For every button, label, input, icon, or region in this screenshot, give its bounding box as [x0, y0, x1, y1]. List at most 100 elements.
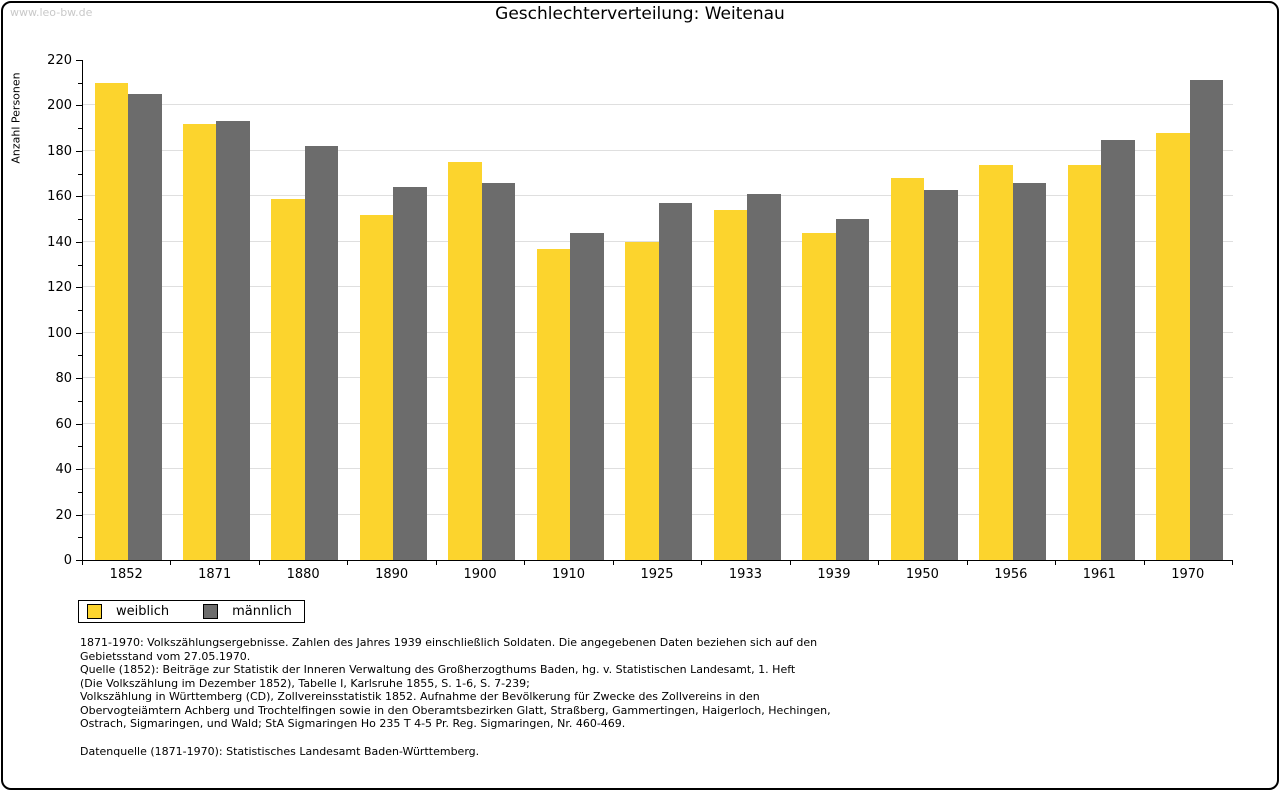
y-tick	[76, 60, 82, 61]
x-category-label: 1970	[1171, 567, 1205, 582]
weiblich-swatch-icon	[87, 604, 102, 619]
bar-männlich-1890	[393, 187, 427, 560]
bar-männlich-1925	[658, 203, 693, 560]
gridline	[83, 195, 1233, 197]
x-tick	[612, 561, 614, 565]
y-tick	[76, 514, 82, 516]
y-tick	[76, 469, 82, 471]
y-tick	[76, 423, 82, 425]
x-tick	[82, 561, 83, 565]
legend-label-weiblich: weiblich	[116, 604, 170, 619]
y-tick	[76, 332, 82, 334]
y-tick	[76, 378, 82, 380]
y-tick-label: 60	[55, 416, 72, 432]
legend-label-maennlich: männlich	[232, 604, 292, 619]
y-tick	[78, 264, 82, 266]
bar-männlich-1970	[1189, 80, 1224, 560]
bar-weiblich-1950	[890, 178, 925, 560]
y-tick	[78, 400, 82, 402]
footnote-line: Gebietsstand vom 27.05.1970.	[80, 649, 251, 663]
datenquelle-line: Datenquelle (1871-1970): Statistisches L…	[80, 744, 480, 758]
bar-männlich-1880	[304, 146, 339, 560]
bar-weiblich-1900	[448, 162, 482, 560]
gridline	[83, 104, 1233, 106]
y-tick-label: 220	[47, 53, 72, 68]
x-category-label: 1933	[728, 567, 762, 582]
gridline	[83, 240, 1233, 242]
y-tick	[78, 128, 82, 130]
x-tick	[170, 561, 172, 565]
x-tick	[966, 561, 968, 565]
legend-item-weiblich: weiblich	[87, 604, 169, 619]
bar-weiblich-1852	[94, 82, 128, 560]
x-category-label: 1925	[640, 567, 674, 582]
y-tick	[78, 446, 82, 448]
x-category-label: 1880	[286, 567, 320, 582]
y-tick	[76, 287, 82, 289]
y-tick-label: 160	[47, 189, 72, 205]
x-category-label: 1890	[375, 567, 409, 582]
bar-weiblich-1871	[182, 123, 217, 560]
y-tick	[76, 560, 82, 561]
bar-weiblich-1890	[359, 214, 394, 560]
legend-item-maennlich: männlich	[203, 604, 292, 619]
x-category-label: 1956	[994, 567, 1028, 582]
bar-weiblich-1961	[1067, 164, 1102, 560]
bar-weiblich-1910	[536, 248, 571, 560]
y-tick	[78, 82, 82, 84]
bar-männlich-1852	[128, 94, 162, 560]
bar-weiblich-1939	[802, 232, 836, 560]
y-tick	[76, 150, 82, 152]
watermark-url: www.leo-bw.de	[10, 6, 93, 19]
x-tick	[878, 561, 880, 565]
x-tick	[701, 561, 703, 565]
y-tick-label: 120	[47, 280, 72, 296]
footnotes: 1871-1970: Volkszählungsergebnisse. Zahl…	[80, 636, 1220, 758]
bar-männlich-1910	[570, 232, 604, 560]
x-tick	[1232, 561, 1233, 565]
footnote-line: (Die Volkszählung im Dezember 1852), Tab…	[80, 676, 530, 690]
y-tick-label: 180	[47, 143, 72, 159]
bar-männlich-1871	[216, 121, 250, 560]
x-category-label: 1950	[905, 567, 939, 582]
x-tick	[789, 561, 791, 565]
bar-männlich-1950	[924, 189, 958, 560]
footnote-line: 1871-1970: Volkszählungsergebnisse. Zahl…	[80, 636, 818, 649]
x-tick	[524, 561, 526, 565]
x-category-label: 1871	[198, 567, 232, 582]
footnote-line: Obervogteiämtern Achberg und Trochtelfin…	[80, 703, 831, 717]
y-tick	[78, 173, 82, 175]
bar-weiblich-1970	[1156, 132, 1190, 560]
y-tick	[78, 491, 82, 493]
y-tick-label: 100	[47, 325, 72, 341]
y-tick-label: 80	[55, 371, 72, 387]
footnote-line: Volkszählung in Württemberg (CD), Zollve…	[80, 690, 760, 703]
bar-männlich-1939	[835, 219, 870, 560]
y-tick-label: 40	[55, 462, 72, 478]
bar-weiblich-1880	[271, 198, 305, 560]
x-tick	[347, 561, 349, 565]
x-category-label: 1900	[463, 567, 497, 582]
bar-weiblich-1925	[625, 241, 659, 560]
x-category-label: 1852	[109, 567, 143, 582]
x-tick	[1055, 561, 1057, 565]
bar-weiblich-1956	[979, 164, 1013, 560]
y-tick-label: 0	[63, 553, 72, 568]
gridline	[83, 149, 1233, 151]
footnote-line: Quelle (1852): Beiträge zur Statistik de…	[80, 663, 796, 676]
x-category-label: 1910	[551, 567, 586, 582]
x-tick	[258, 561, 260, 565]
legend: weiblich männlich	[78, 600, 305, 623]
bar-männlich-1961	[1101, 139, 1135, 560]
y-tick	[78, 310, 82, 311]
y-tick	[76, 196, 82, 198]
y-tick	[76, 105, 82, 107]
y-tick-label: 200	[47, 98, 72, 114]
plot-area	[82, 60, 1233, 561]
footnote-line: Ostrach, Sigmaringen, und Wald; StA Sigm…	[80, 717, 626, 730]
bar-weiblich-1933	[713, 210, 748, 560]
x-tick	[435, 561, 437, 565]
maennlich-swatch-icon	[203, 604, 219, 619]
x-category-label: 1961	[1082, 567, 1116, 582]
y-tick	[78, 537, 82, 539]
